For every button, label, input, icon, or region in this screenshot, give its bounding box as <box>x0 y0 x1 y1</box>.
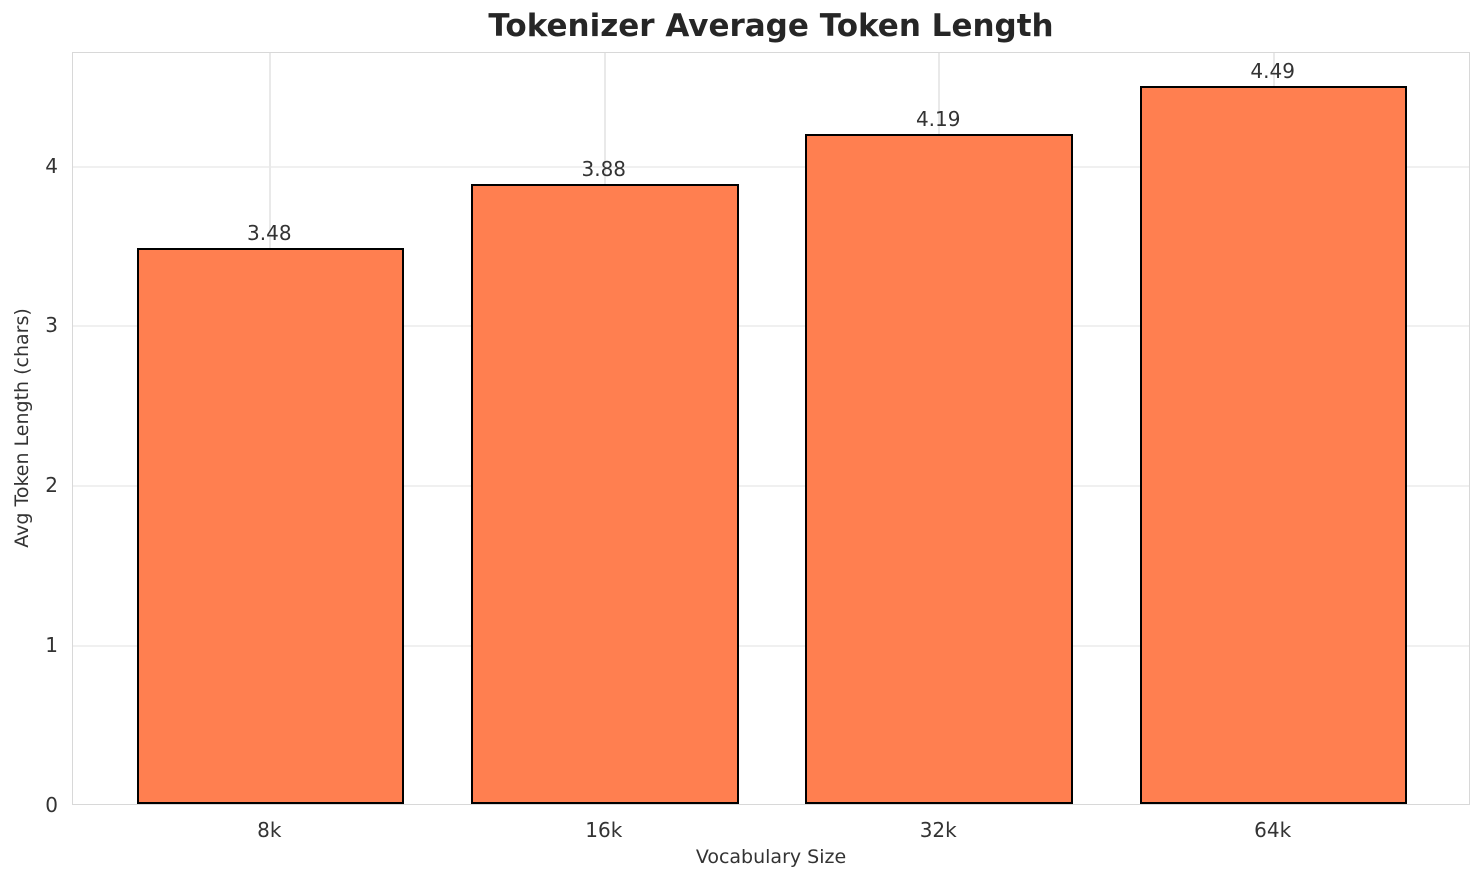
h-gridline <box>73 485 1469 488</box>
y-tick-label: 0 <box>45 793 58 817</box>
y-tick-label: 1 <box>45 633 58 658</box>
y-tick-label: 2 <box>45 473 58 498</box>
bar-value-label: 4.49 <box>1250 59 1295 84</box>
x-tick-label: 16k <box>585 818 623 842</box>
y-tick-label: 3 <box>45 313 58 338</box>
bar-value-label: 4.19 <box>915 107 961 132</box>
h-gridline <box>73 165 1469 168</box>
bar-value-label: 3.88 <box>581 156 627 181</box>
y-tick-label: 4 <box>45 153 58 178</box>
x-tick-label: 8k <box>257 818 282 842</box>
bar-value-label: 3.48 <box>247 220 292 245</box>
x-tick-label: 64k <box>1254 818 1292 842</box>
y-axis-label: Avg Token Length (chars) <box>11 308 33 548</box>
bar-8k <box>136 247 405 804</box>
bar-32k <box>805 134 1073 804</box>
bar-64k <box>1139 86 1408 804</box>
x-tick-label: 32k <box>919 818 957 842</box>
h-gridline <box>73 325 1469 328</box>
bar-16k <box>470 183 739 804</box>
chart-title: Tokenizer Average Token Length <box>488 8 1054 44</box>
plot-area <box>72 52 1470 805</box>
h-gridline <box>73 645 1469 648</box>
x-axis-label: Vocabulary Size <box>695 846 847 868</box>
